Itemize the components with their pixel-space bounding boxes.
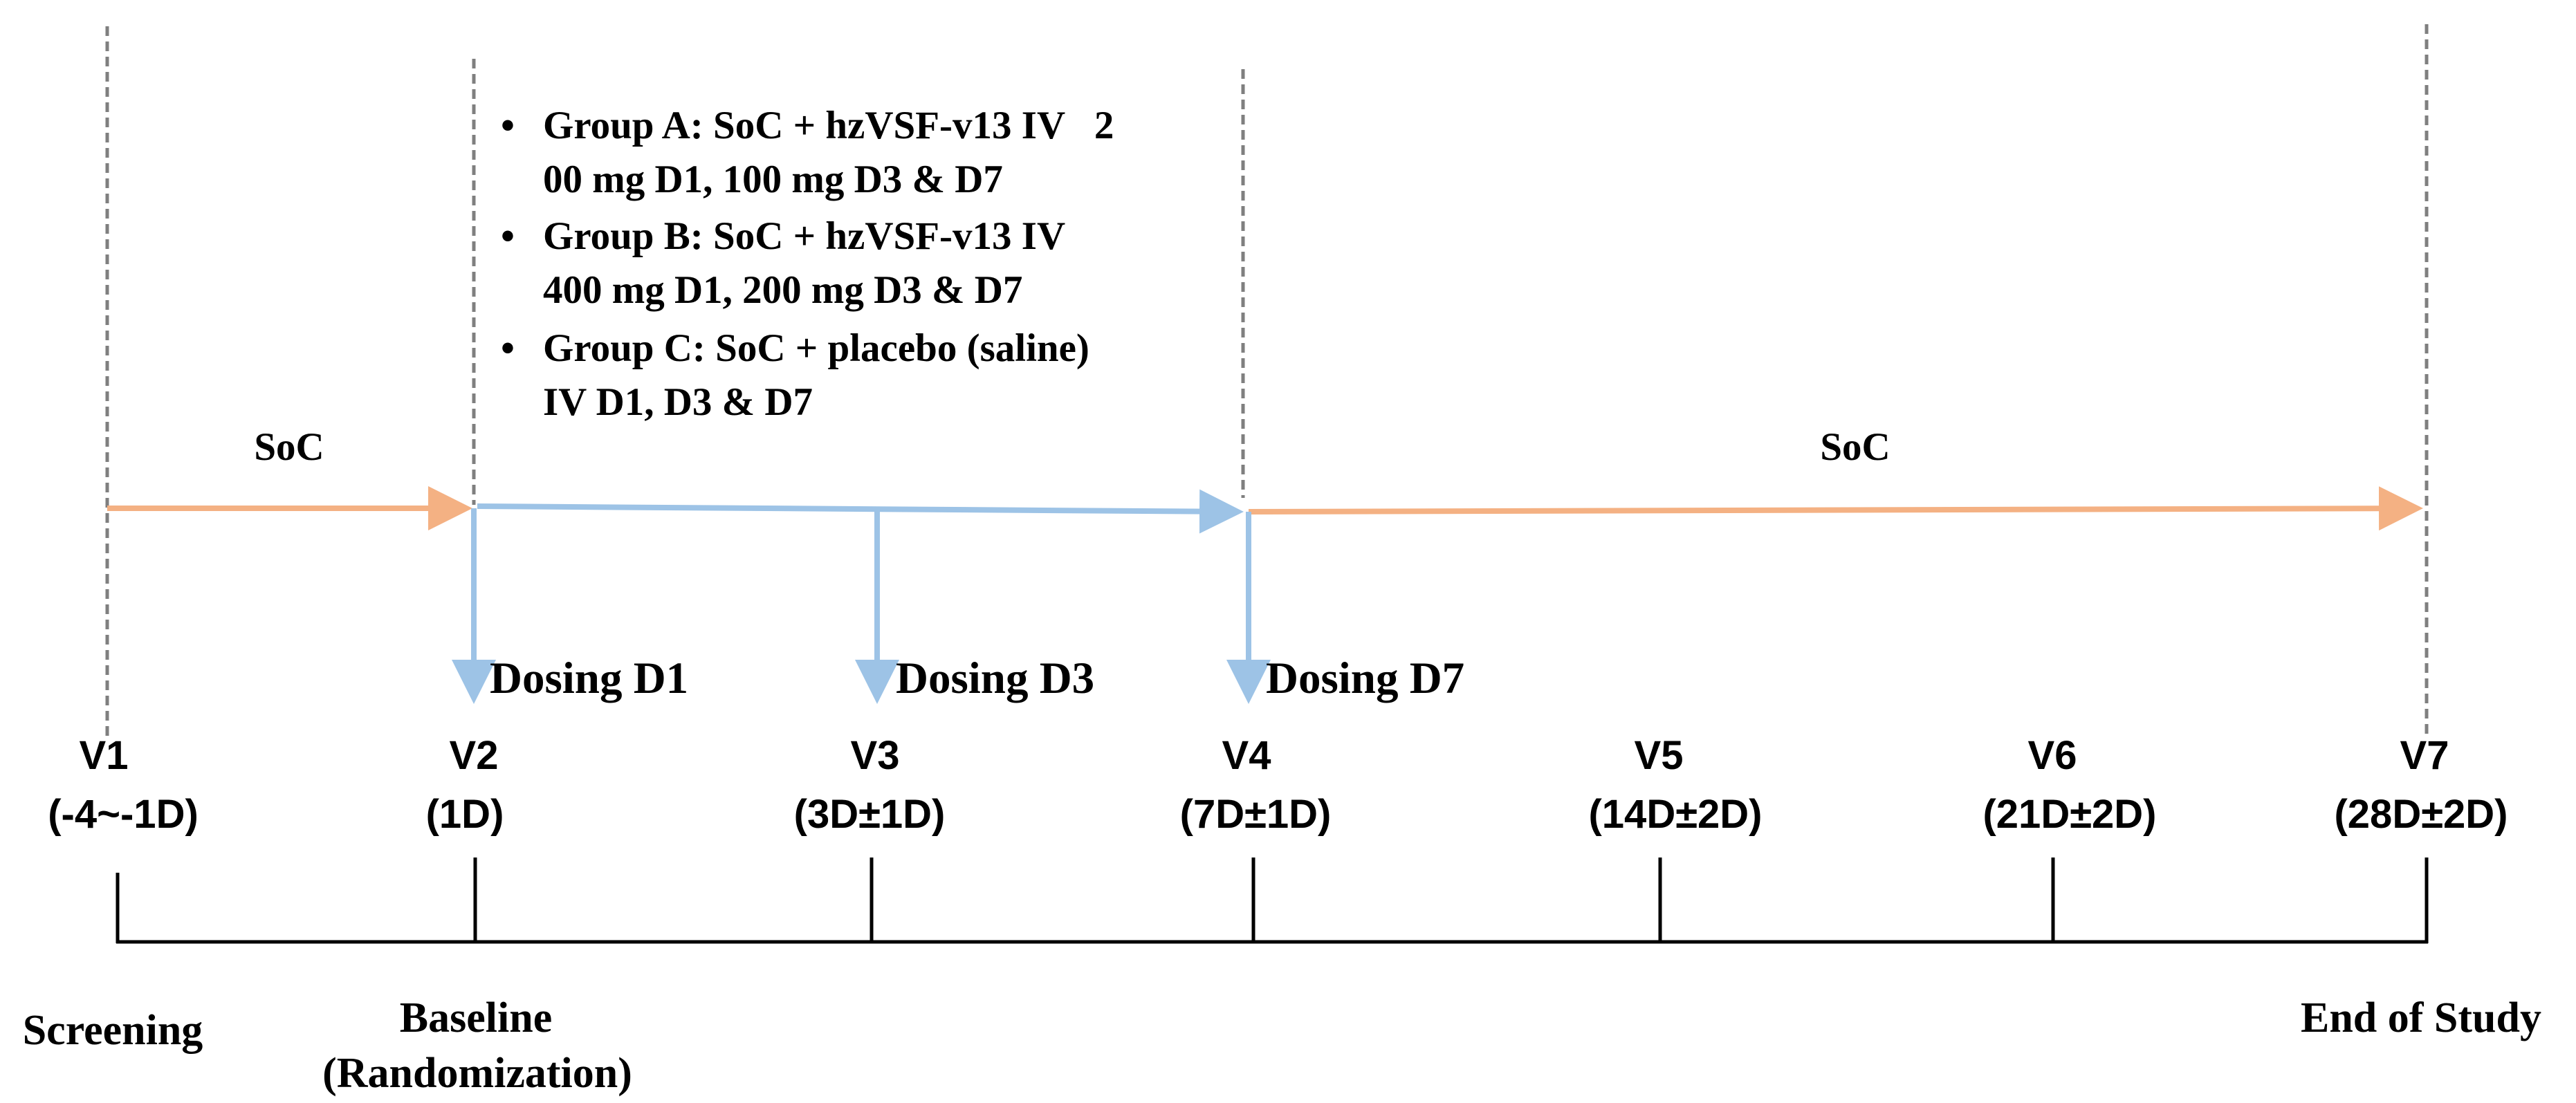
visit-v1-window: (-4~-1D) — [48, 792, 199, 837]
visit-v5-name: V5 — [1635, 733, 1684, 778]
group-c-line-2: IV D1, D3 & D7 — [543, 380, 813, 424]
phase-randomization-label: (Randomization) — [322, 1050, 632, 1097]
phase-end-of-study-label: End of Study — [2301, 994, 2541, 1041]
treatment-arrow — [477, 489, 1244, 534]
visit-v4-name: V4 — [1222, 733, 1271, 778]
treatment-group-list: • Group A: SoC + hzVSF-v13 IV 2 00 mg D1… — [501, 104, 1114, 424]
visit-v2-window: (1D) — [426, 792, 504, 837]
visit-v3-name: V3 — [851, 733, 900, 778]
visit-v2-name: V2 — [450, 733, 499, 778]
dosing-label-d7: Dosing D7 — [1266, 654, 1464, 703]
group-b-line-1: Group B: SoC + hzVSF-v13 IV — [543, 214, 1065, 258]
group-a-bullet: • — [501, 104, 515, 147]
dosing-label-d3: Dosing D3 — [896, 654, 1094, 703]
group-b-bullet: • — [501, 214, 515, 258]
visit-v7-window: (28D±2D) — [2334, 792, 2508, 837]
group-a-line-2: 00 mg D1, 100 mg D3 & D7 — [543, 158, 1003, 201]
timeline-axis — [116, 858, 2429, 944]
phase-screening-label: Screening — [23, 1007, 203, 1054]
visit-labels: V1 (-4~-1D) V2 (1D) V3 (3D±1D) V4 (7D±1D… — [48, 733, 2508, 837]
visit-v6-name: V6 — [2028, 733, 2077, 778]
dosing-label-d1: Dosing D1 — [490, 654, 688, 703]
visit-v6-window: (21D±2D) — [1982, 792, 2156, 837]
group-c-line-1: Group C: SoC + placebo (saline) — [543, 326, 1089, 370]
visit-v1-name: V1 — [80, 733, 129, 778]
visit-v3-window: (3D±1D) — [794, 792, 946, 837]
soc-arrow-after — [1248, 486, 2423, 531]
visit-v7-name: V7 — [2400, 733, 2449, 778]
group-c-bullet: • — [501, 326, 515, 370]
visit-v4-window: (7D±1D) — [1180, 792, 1332, 837]
phase-baseline-label: Baseline — [400, 994, 552, 1041]
group-a-line-1: Group A: SoC + hzVSF-v13 IV 2 — [543, 104, 1114, 147]
group-b-line-2: 400 mg D1, 200 mg D3 & D7 — [543, 268, 1022, 312]
soc-label-before: SoC — [254, 425, 324, 469]
visit-v5-window: (14D±2D) — [1588, 792, 1762, 837]
soc-label-after: SoC — [1820, 425, 1890, 469]
